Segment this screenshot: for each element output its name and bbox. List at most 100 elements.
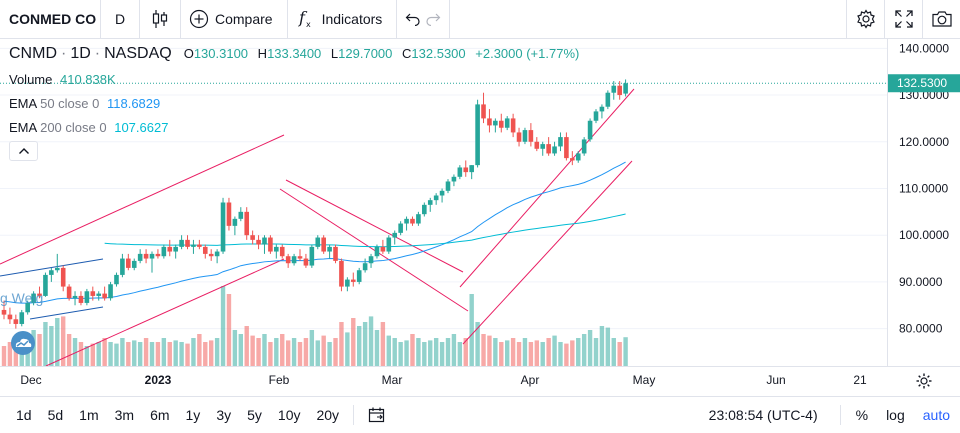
candle-body: [380, 246, 386, 252]
last-price-badge: [888, 74, 960, 93]
undo-icon[interactable]: [405, 12, 421, 26]
candle-body: [493, 120, 498, 126]
price-tick-label: 140.0000: [899, 41, 949, 55]
volume-value: 410.838K: [60, 72, 116, 87]
candle-body: [114, 274, 119, 285]
time-tick-label: Apr: [521, 373, 540, 387]
volume-bar: [451, 334, 457, 366]
range-3m[interactable]: 3m: [114, 407, 135, 423]
candle-body: [285, 256, 291, 264]
time-tick-label: Jun: [766, 373, 785, 387]
trendlines[interactable]: [0, 88, 635, 366]
volume-bar: [108, 342, 113, 366]
volume-bar: [505, 340, 510, 366]
range-1d[interactable]: 1d: [16, 407, 32, 423]
volume-bar: [599, 326, 605, 366]
axis-settings-icon[interactable]: [915, 372, 933, 390]
fullscreen-icon: [894, 10, 913, 28]
volume-bar: [546, 338, 551, 366]
ema200-legend[interactable]: EMA 200 close 0 107.6627: [9, 120, 168, 135]
time-axis[interactable]: Dec 2023 Feb Mar Apr May Jun 21: [0, 367, 960, 396]
candle-body: [339, 260, 344, 287]
candle-body: [433, 195, 439, 201]
snapshot-button[interactable]: [922, 0, 960, 39]
range-5y[interactable]: 5y: [247, 407, 262, 423]
volume-bar: [576, 338, 581, 366]
low-value: 129.7000: [338, 46, 393, 61]
price-axis[interactable]: 140.0000130.0000120.0000110.0000100.0000…: [0, 39, 960, 366]
candle-body: [173, 246, 178, 252]
chevron-up-icon: [18, 148, 29, 154]
candle-body: [102, 293, 107, 299]
auto-toggle[interactable]: auto: [922, 407, 950, 423]
redo-icon[interactable]: [425, 12, 441, 26]
volume-bar: [410, 334, 415, 366]
svg-text:x: x: [306, 20, 311, 29]
range-10y[interactable]: 10y: [277, 407, 301, 423]
volume-bar: [191, 338, 196, 366]
range-5d[interactable]: 5d: [47, 407, 64, 423]
candle-body: [623, 83, 628, 94]
candle-body: [457, 167, 463, 177]
price-tick-label: 90.0000: [899, 275, 943, 289]
interval-button[interactable]: D: [101, 0, 139, 39]
volume-bar: [558, 342, 563, 366]
fullscreen-button[interactable]: [884, 0, 922, 39]
candle-body: [120, 258, 125, 275]
range-6m[interactable]: 6m: [150, 407, 170, 423]
candle-body: [291, 256, 297, 264]
volume-bar: [7, 342, 13, 366]
volume-bar: [392, 338, 397, 366]
symbol-search-button[interactable]: CONMED CO: [0, 0, 100, 39]
cloud-logo-icon[interactable]: [9, 330, 37, 356]
legend-symbol[interactable]: CNMD: [9, 45, 57, 62]
chart-type-button[interactable]: [140, 0, 180, 39]
candle-body: [422, 204, 427, 215]
compare-button[interactable]: Compare: [181, 0, 287, 39]
volume-bar: [321, 335, 326, 366]
range-3y[interactable]: 3y: [216, 407, 232, 423]
volume-bar: [540, 342, 545, 366]
goto-date-icon[interactable]: [368, 407, 386, 423]
volume-bar: [552, 335, 557, 366]
price-chart[interactable]: 140.0000130.0000120.0000110.0000100.0000…: [0, 39, 960, 366]
range-1m[interactable]: 1m: [79, 407, 99, 423]
candle-body: [262, 237, 267, 245]
volume-bar: [114, 343, 119, 366]
settings-button[interactable]: [846, 0, 884, 39]
candle-body: [404, 218, 409, 224]
volume-bar: [256, 338, 261, 366]
volume-bar: [386, 335, 391, 366]
candle-body: [256, 239, 261, 245]
percent-toggle[interactable]: %: [855, 407, 869, 423]
volume-bar: [315, 340, 320, 366]
volume-bar: [570, 340, 575, 366]
trendline: [459, 88, 635, 288]
candle-body: [374, 246, 380, 257]
volume-bar: [416, 338, 421, 366]
ema50-legend[interactable]: EMA 50 close 0 118.6829: [9, 96, 160, 111]
candle-body: [31, 293, 36, 303]
volume-bar: [143, 338, 149, 366]
legend-exchange: NASDAQ: [104, 45, 172, 62]
range-20y[interactable]: 20y: [316, 407, 340, 423]
candle-body: [90, 291, 96, 296]
candle-body: [416, 214, 421, 224]
candle-body: [226, 202, 232, 226]
candle-body: [345, 279, 350, 287]
indicators-button[interactable]: f x Indicators: [288, 0, 397, 39]
range-1y[interactable]: 1y: [185, 407, 201, 423]
candle-body: [155, 253, 161, 257]
volume-bar: [155, 342, 161, 366]
candle-body: [220, 202, 226, 252]
candle-body: [54, 267, 60, 271]
candle-body: [167, 246, 173, 252]
volume-bar: [510, 338, 516, 366]
volume-bar: [623, 337, 628, 366]
collapse-legend-button[interactable]: [9, 141, 38, 161]
log-toggle[interactable]: log: [886, 407, 905, 423]
high-value: 133.3400: [267, 46, 322, 61]
volume-legend[interactable]: Volume 410.838K: [9, 72, 116, 87]
clock[interactable]: 23:08:54 (UTC-4): [708, 407, 818, 423]
candle-body: [43, 274, 48, 296]
